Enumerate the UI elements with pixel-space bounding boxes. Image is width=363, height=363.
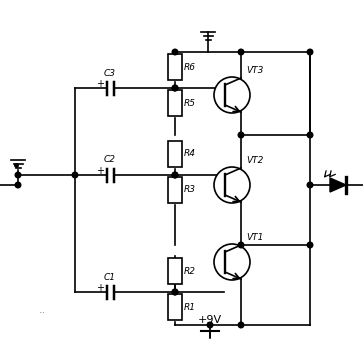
- Circle shape: [307, 182, 313, 188]
- Circle shape: [15, 172, 21, 178]
- Circle shape: [172, 172, 178, 178]
- Text: +: +: [97, 79, 105, 89]
- Text: R3: R3: [184, 185, 196, 195]
- Text: C3: C3: [104, 69, 116, 77]
- Text: VT2: VT2: [246, 156, 264, 165]
- Circle shape: [307, 132, 313, 138]
- Text: R2: R2: [184, 266, 196, 276]
- Circle shape: [307, 49, 313, 55]
- Text: C2: C2: [104, 155, 116, 164]
- Text: +: +: [97, 166, 105, 176]
- Text: +9V: +9V: [198, 315, 222, 325]
- Text: +: +: [97, 283, 105, 293]
- Bar: [168, 294, 182, 320]
- Circle shape: [172, 289, 178, 295]
- Bar: [168, 54, 182, 80]
- Circle shape: [238, 242, 244, 248]
- Circle shape: [307, 242, 313, 248]
- Circle shape: [172, 172, 178, 178]
- Circle shape: [214, 77, 250, 113]
- Text: R5: R5: [184, 98, 196, 107]
- Circle shape: [72, 172, 78, 178]
- Circle shape: [172, 85, 178, 91]
- Circle shape: [238, 132, 244, 138]
- Bar: [168, 177, 182, 203]
- Circle shape: [238, 322, 244, 328]
- Circle shape: [238, 49, 244, 55]
- Text: VT3: VT3: [246, 66, 264, 75]
- Circle shape: [207, 322, 213, 328]
- Circle shape: [214, 167, 250, 203]
- Circle shape: [172, 289, 178, 295]
- Text: C1: C1: [104, 273, 116, 281]
- Text: R1: R1: [184, 302, 196, 311]
- Text: R4: R4: [184, 150, 196, 159]
- Circle shape: [15, 182, 21, 188]
- Text: ..: ..: [38, 305, 46, 315]
- Circle shape: [214, 244, 250, 280]
- Polygon shape: [330, 178, 346, 192]
- Text: R6: R6: [184, 62, 196, 72]
- Circle shape: [172, 85, 178, 91]
- Bar: [168, 141, 182, 167]
- Bar: [168, 90, 182, 116]
- Bar: [168, 258, 182, 284]
- Text: VT1: VT1: [246, 233, 264, 242]
- Circle shape: [172, 49, 178, 55]
